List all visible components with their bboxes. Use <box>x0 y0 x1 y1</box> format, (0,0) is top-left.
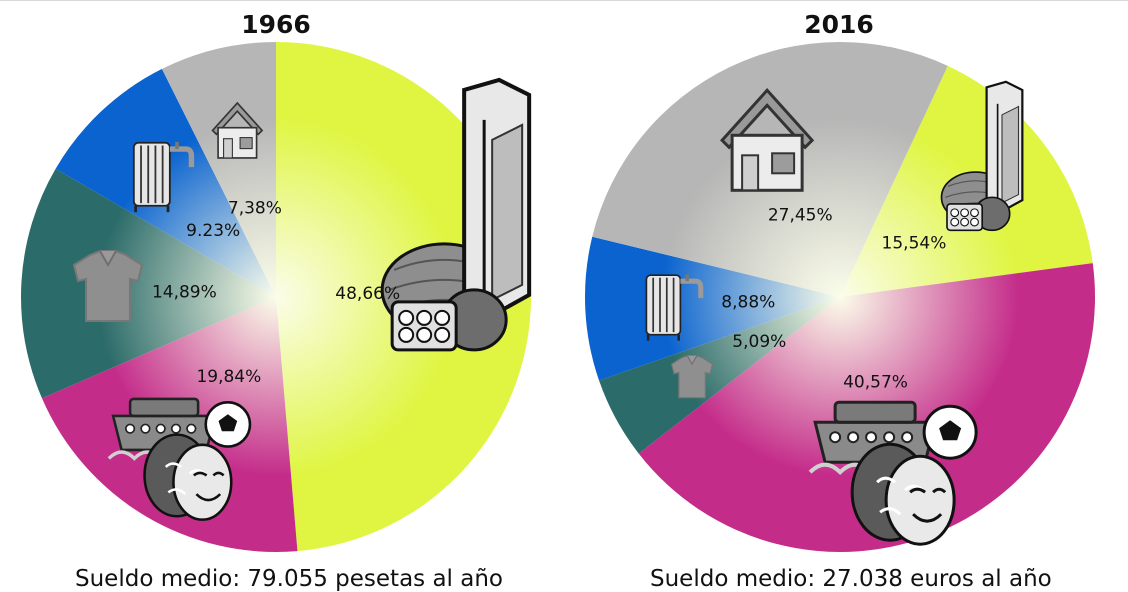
caption-average-salary-1966: Sueldo medio: 79.055 pesetas al año <box>75 566 503 592</box>
caption-average-salary-2016: Sueldo medio: 27.038 euros al año <box>650 566 1052 592</box>
slice-label-alimentacion: 15,54% <box>882 234 947 254</box>
pie-slice-ropa <box>599 297 840 454</box>
pie-slice-vivienda <box>161 42 276 297</box>
slice-label-alimentacion: 48,66% <box>335 284 400 304</box>
slice-label-ropa: 14,89% <box>152 283 217 303</box>
slice-label-vivienda: 27,45% <box>768 205 833 225</box>
pie-slice-suministros <box>584 236 840 381</box>
slice-label-ocio: 19,84% <box>196 367 261 387</box>
slice-label-suministros: 8,88% <box>721 292 775 312</box>
pie-chart-1966: 48,66% 19,84% 14,89% 9.23%7,38% <box>20 42 532 552</box>
pie-charts: 48,66% 19,84% 14,89% 9.23%7,38% 15,54% 40,57… <box>20 10 1095 552</box>
chart-title-1966: 1966 <box>241 10 311 39</box>
top-divider <box>0 0 1128 1</box>
slice-label-suministros: 9.23% <box>186 221 240 241</box>
chart-title-2016: 2016 <box>804 10 874 39</box>
slice-label-vivienda: 7,38% <box>228 199 282 219</box>
pie-slice-ropa <box>20 168 276 399</box>
slice-label-ropa: 5,09% <box>732 332 786 352</box>
slice-label-ocio: 40,57% <box>843 373 908 393</box>
pie-chart-2016: 15,54% 40,57% 5,09% 8,88% 27,45% <box>584 42 1095 552</box>
